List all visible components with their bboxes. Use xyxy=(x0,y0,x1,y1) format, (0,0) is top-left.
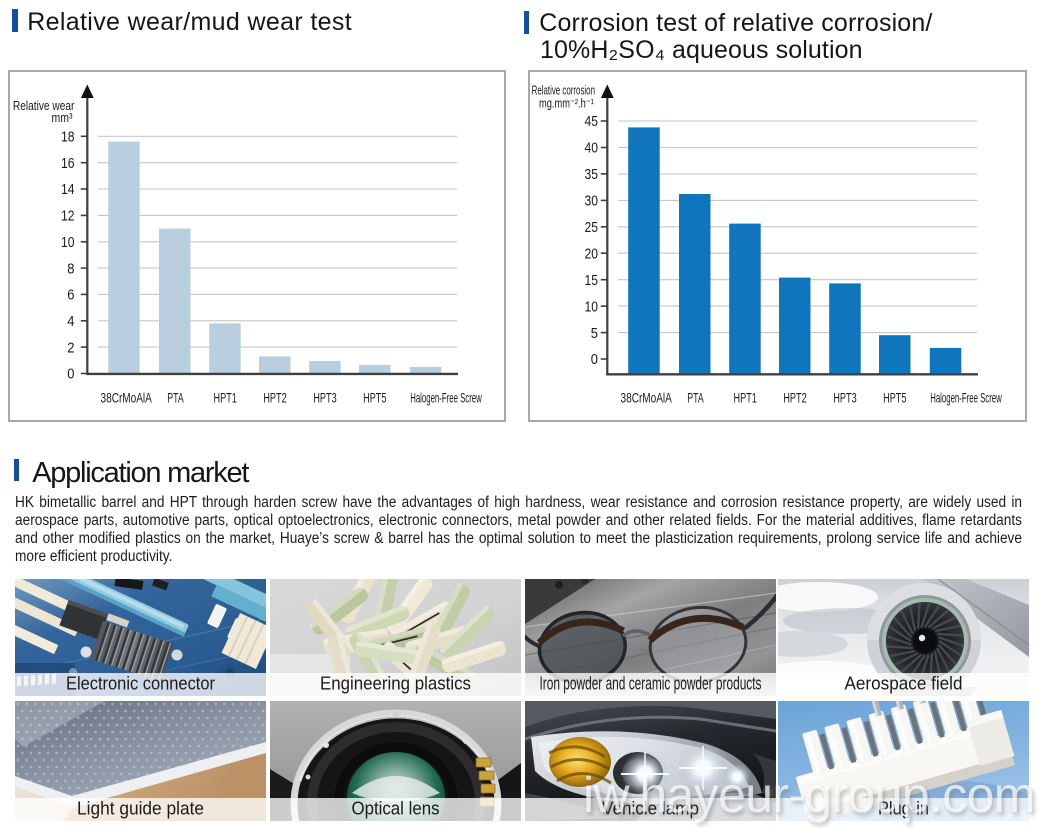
svg-text:Engineering plastics: Engineering plastics xyxy=(320,672,471,693)
svg-text:15: 15 xyxy=(585,273,599,289)
svg-text:40: 40 xyxy=(585,141,599,157)
svg-text:HPT5: HPT5 xyxy=(883,389,906,405)
svg-text:HPT5: HPT5 xyxy=(363,389,386,405)
svg-text:Halogen-Free Screw: Halogen-Free Screw xyxy=(930,389,1002,405)
svg-text:mm³: mm³ xyxy=(52,110,74,125)
svg-text:38CrMoAlA: 38CrMoAlA xyxy=(621,389,673,405)
svg-text:Electronic connector: Electronic connector xyxy=(66,672,215,693)
svg-text:38CrMoAlA: 38CrMoAlA xyxy=(101,389,153,405)
svg-text:16: 16 xyxy=(61,156,75,172)
svg-text:4: 4 xyxy=(67,314,74,330)
svg-text:HPT2: HPT2 xyxy=(783,389,806,405)
svg-text:Halogen-Free Screw: Halogen-Free Screw xyxy=(410,389,482,405)
svg-text:Plug-in: Plug-in xyxy=(878,797,929,818)
svg-text:Relative wear: Relative wear xyxy=(13,98,75,113)
svg-text:Vehicle lamp: Vehicle lamp xyxy=(602,797,699,818)
svg-text:2: 2 xyxy=(67,340,74,356)
svg-text:Iron powder and ceramic powder: Iron powder and ceramic powder products xyxy=(539,672,761,693)
svg-text:30: 30 xyxy=(585,194,599,210)
svg-text:Relative corrosion: Relative corrosion xyxy=(532,83,595,98)
svg-text:8: 8 xyxy=(67,261,74,277)
svg-text:HPT3: HPT3 xyxy=(313,389,336,405)
svg-text:HPT3: HPT3 xyxy=(833,389,856,405)
svg-text:10: 10 xyxy=(61,235,75,251)
svg-text:5: 5 xyxy=(591,326,598,342)
svg-text:0: 0 xyxy=(67,367,74,383)
svg-text:HPT1: HPT1 xyxy=(214,389,237,405)
svg-text:18: 18 xyxy=(61,130,75,146)
svg-text:HPT1: HPT1 xyxy=(734,389,757,405)
svg-text:Light guide plate: Light guide plate xyxy=(77,797,204,818)
svg-text:12: 12 xyxy=(61,209,75,225)
svg-text:25: 25 xyxy=(585,220,599,236)
svg-text:HPT2: HPT2 xyxy=(263,389,286,405)
svg-text:14: 14 xyxy=(61,182,75,198)
svg-text:45: 45 xyxy=(585,114,599,130)
svg-text:6: 6 xyxy=(67,288,74,304)
svg-text:35: 35 xyxy=(585,167,599,183)
svg-text:mg.mm⁻².h⁻¹: mg.mm⁻².h⁻¹ xyxy=(539,95,594,110)
svg-text:10: 10 xyxy=(585,299,599,315)
svg-text:Optical lens: Optical lens xyxy=(352,797,440,818)
svg-text:0: 0 xyxy=(591,352,598,368)
svg-text:Aerospace field: Aerospace field xyxy=(844,672,962,693)
svg-text:PTA: PTA xyxy=(167,389,184,405)
svg-text:PTA: PTA xyxy=(687,389,704,405)
svg-text:20: 20 xyxy=(585,246,599,262)
